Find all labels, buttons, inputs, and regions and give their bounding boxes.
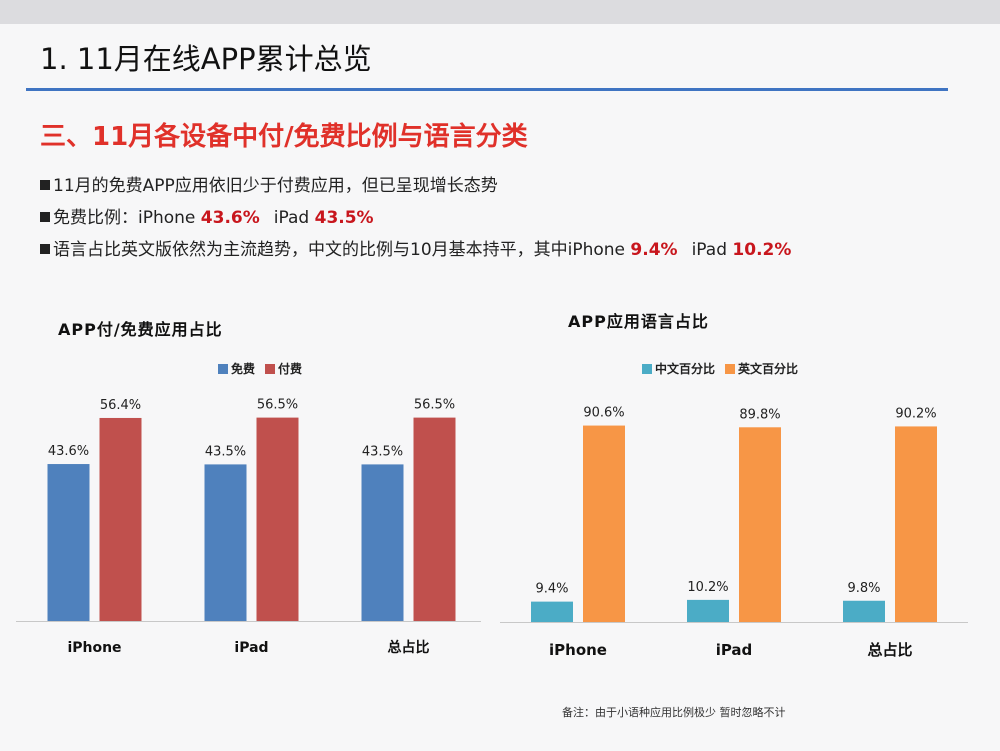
chart-title: APP付/免费应用占比 — [58, 320, 223, 339]
top-strip — [0, 0, 1000, 24]
legend-label: 免费 — [231, 362, 256, 376]
section-heading: 三、11月各设备中付/免费比例与语言分类 — [40, 122, 528, 152]
bar-value-label: 90.6% — [583, 406, 624, 421]
bullet-list: 11月的免费APP应用依旧少于付费应用，但已呈现增长态势 免费比例：iPhone… — [40, 172, 791, 268]
legend-item: 免费 — [218, 360, 255, 377]
highlight-value: 9.4% — [630, 240, 678, 260]
legend-label: 英文百分比 — [738, 362, 799, 376]
bar-value-label: 9.4% — [535, 582, 568, 597]
category-label: iPad — [716, 641, 753, 659]
legend-label: 中文百分比 — [655, 362, 716, 376]
bar — [413, 417, 456, 621]
bar-value-label: 43.5% — [362, 444, 403, 459]
chart-legend: 中文百分比 英文百分比 — [642, 360, 798, 377]
highlight-value: 43.6% — [200, 208, 260, 228]
bar — [739, 427, 781, 622]
legend-item: 付费 — [265, 360, 302, 377]
legend-swatch — [218, 363, 228, 374]
bullet-text: 11月的免费APP应用依旧少于付费应用，但已呈现增长态势 — [53, 176, 498, 196]
bar-value-label: 43.6% — [48, 444, 89, 459]
title-divider — [26, 88, 948, 91]
highlight-value: 43.5% — [314, 208, 374, 228]
bar-value-label: 56.4% — [100, 398, 141, 413]
bar-value-label: 10.2% — [687, 580, 728, 595]
bullet-square-icon — [40, 180, 50, 190]
bar — [361, 464, 404, 621]
bullet-text: 语言占比英文版依然为主流趋势，中文的比例与10月基本持平，其中iPhone — [53, 240, 631, 260]
bar — [895, 426, 937, 622]
legend-swatch — [725, 363, 736, 374]
bar-value-label: 43.5% — [205, 444, 246, 459]
bullet-item: 语言占比英文版依然为主流趋势，中文的比例与10月基本持平，其中iPhone 9.… — [40, 236, 791, 268]
bar — [531, 601, 573, 622]
legend-label: 付费 — [278, 362, 303, 376]
category-label: 总占比 — [388, 639, 430, 656]
bar — [583, 425, 625, 622]
category-label: iPhone — [67, 640, 121, 656]
bar — [47, 464, 90, 621]
bar-value-label: 89.8% — [739, 407, 780, 422]
bar-value-label: 90.2% — [895, 406, 936, 421]
bar — [256, 417, 299, 621]
bullet-item: 11月的免费APP应用依旧少于付费应用，但已呈现增长态势 — [40, 172, 791, 204]
footnote: 备注：由于小语种应用比例极少 暂时忽略不计 — [562, 706, 786, 719]
bullet-text: iPad — [273, 208, 315, 228]
bar-value-label: 9.8% — [847, 581, 880, 596]
bar-value-label: 56.5% — [257, 398, 298, 413]
legend-swatch — [642, 363, 652, 374]
legend-item: 中文百分比 — [642, 360, 715, 377]
bullet-square-icon — [40, 212, 50, 222]
bar — [843, 600, 885, 622]
chart-title: APP应用语言占比 — [568, 312, 709, 331]
category-label: iPhone — [549, 641, 607, 659]
category-label: 总占比 — [867, 641, 912, 659]
slide-title: 1. 11月在线APP累计总览 — [40, 42, 372, 76]
chart-legend: 免费 付费 — [218, 360, 302, 377]
legend-swatch — [265, 363, 276, 374]
bullet-text: iPad — [691, 240, 733, 260]
bar — [687, 599, 729, 622]
bar — [204, 464, 247, 621]
bar — [99, 417, 142, 621]
legend-item: 英文百分比 — [725, 360, 798, 377]
bullet-item: 免费比例：iPhone 43.6% iPad 43.5% — [40, 204, 791, 236]
bullet-text: 免费比例：iPhone — [53, 208, 201, 228]
bullet-square-icon — [40, 244, 50, 254]
category-label: iPad — [234, 640, 268, 656]
highlight-value: 10.2% — [732, 240, 792, 260]
bar-value-label: 56.5% — [414, 398, 455, 413]
